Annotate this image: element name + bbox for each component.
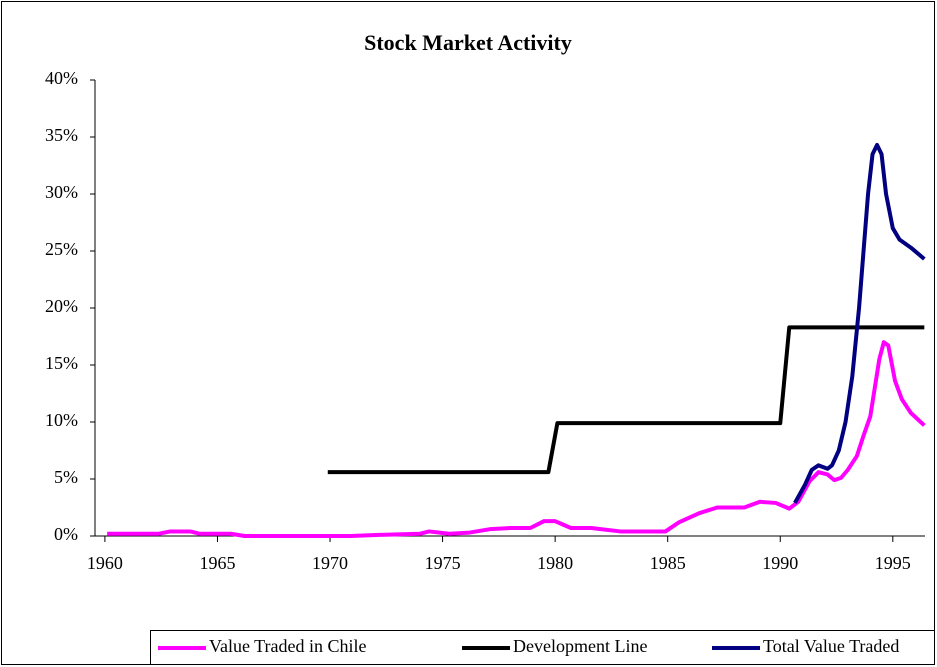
- legend-label: Total Value Traded: [763, 636, 899, 656]
- y-tick-label: 30%: [45, 182, 78, 202]
- series-line: [107, 340, 926, 538]
- x-tick-label: 1970: [312, 553, 348, 573]
- series-line: [327, 325, 925, 475]
- y-tick-label: 25%: [45, 239, 78, 259]
- legend-box: [150, 630, 935, 665]
- x-tick-label: 1975: [425, 553, 461, 573]
- x-tick-label: 1995: [875, 553, 911, 573]
- y-tick-label: 10%: [45, 410, 78, 430]
- x-tick-label: 1965: [199, 553, 235, 573]
- chart-title: Stock Market Activity: [364, 30, 572, 55]
- x-tick-label: 1985: [650, 553, 686, 573]
- y-tick-label: 15%: [45, 353, 78, 373]
- y-tick-label: 5%: [54, 467, 78, 487]
- x-tick-label: 1990: [762, 553, 798, 573]
- x-tick-label: 1960: [87, 553, 123, 573]
- x-tick-label: 1980: [537, 553, 573, 573]
- y-tick-label: 0%: [54, 524, 78, 544]
- legend-label: Value Traded in Chile: [209, 636, 367, 656]
- series-line: [793, 142, 926, 504]
- y-tick-label: 35%: [45, 125, 78, 145]
- y-tick-label: 20%: [45, 296, 78, 316]
- y-tick-label: 40%: [45, 68, 78, 88]
- legend-label: Development Line: [513, 636, 647, 656]
